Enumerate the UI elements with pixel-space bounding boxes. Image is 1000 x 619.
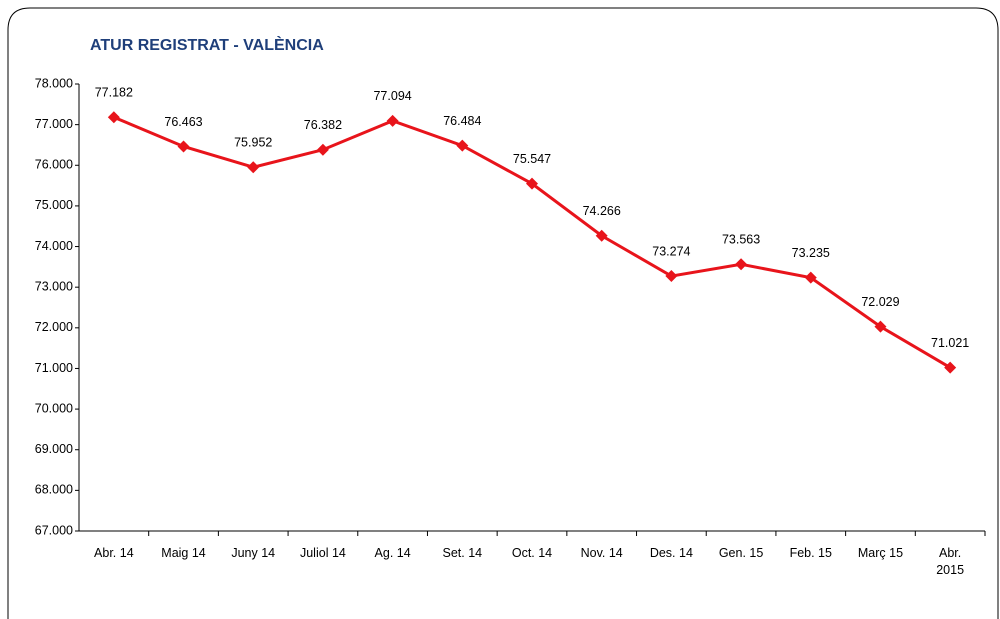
y-tick-label: 74.000 xyxy=(35,239,73,253)
data-label: 72.029 xyxy=(861,295,899,309)
x-tick-label: Abr. 2015 xyxy=(936,546,965,577)
y-tick-label: 73.000 xyxy=(35,279,73,293)
marker xyxy=(456,139,469,152)
x-tick-label: Set. 14 xyxy=(442,546,483,560)
data-label: 73.235 xyxy=(792,246,830,260)
data-label: 75.547 xyxy=(513,152,551,166)
data-label: 75.952 xyxy=(234,136,272,150)
y-tick-label: 71.000 xyxy=(35,361,73,375)
y-tick-label: 67.000 xyxy=(35,523,73,537)
marker xyxy=(107,111,120,124)
x-tick-label: Ag. 14 xyxy=(374,546,411,560)
y-tick-label: 75.000 xyxy=(35,198,73,212)
chart-title: ATUR REGISTRAT - VALÈNCIA xyxy=(90,35,324,54)
data-label: 73.563 xyxy=(722,233,760,247)
marker xyxy=(735,258,748,271)
x-tick-label: Des. 14 xyxy=(649,546,693,560)
marker xyxy=(595,229,608,242)
marker xyxy=(526,177,538,190)
y-tick-label: 78.000 xyxy=(35,76,73,90)
x-tick-label: Juny 14 xyxy=(231,546,276,560)
y-tick-label: 72.000 xyxy=(35,320,73,334)
y-tick-label: 77.000 xyxy=(35,117,73,131)
data-label: 76.484 xyxy=(443,114,481,128)
y-tick-label: 70.000 xyxy=(35,401,73,415)
marker xyxy=(386,114,399,127)
marker xyxy=(177,140,190,153)
data-label: 76.382 xyxy=(304,118,342,132)
marker xyxy=(874,320,887,333)
marker xyxy=(247,161,260,174)
x-tick-label: Feb. 15 xyxy=(789,546,832,560)
y-tick-label: 68.000 xyxy=(35,483,73,497)
marker xyxy=(804,271,817,284)
x-tick-label: Juliol 14 xyxy=(299,546,346,560)
data-label: 76.463 xyxy=(164,115,202,129)
chart-frame xyxy=(7,7,999,619)
data-label: 74.266 xyxy=(583,204,621,218)
marker xyxy=(665,270,678,283)
data-label: 77.182 xyxy=(95,86,133,100)
data-label: 73.274 xyxy=(652,244,690,258)
marker xyxy=(944,361,957,374)
marker xyxy=(316,143,329,156)
x-tick-label: Març 15 xyxy=(857,546,904,560)
y-tick-label: 69.000 xyxy=(35,442,73,456)
x-tick-label: Maig 14 xyxy=(161,546,206,560)
x-tick-label: Oct. 14 xyxy=(511,546,553,560)
x-tick-label: Nov. 14 xyxy=(580,546,623,560)
data-label: 71.021 xyxy=(931,336,969,350)
y-tick-label: 76.000 xyxy=(35,158,73,172)
data-label: 77.094 xyxy=(373,89,411,103)
x-tick-label: Gen. 15 xyxy=(718,546,764,560)
x-tick-label: Abr. 14 xyxy=(94,546,134,560)
